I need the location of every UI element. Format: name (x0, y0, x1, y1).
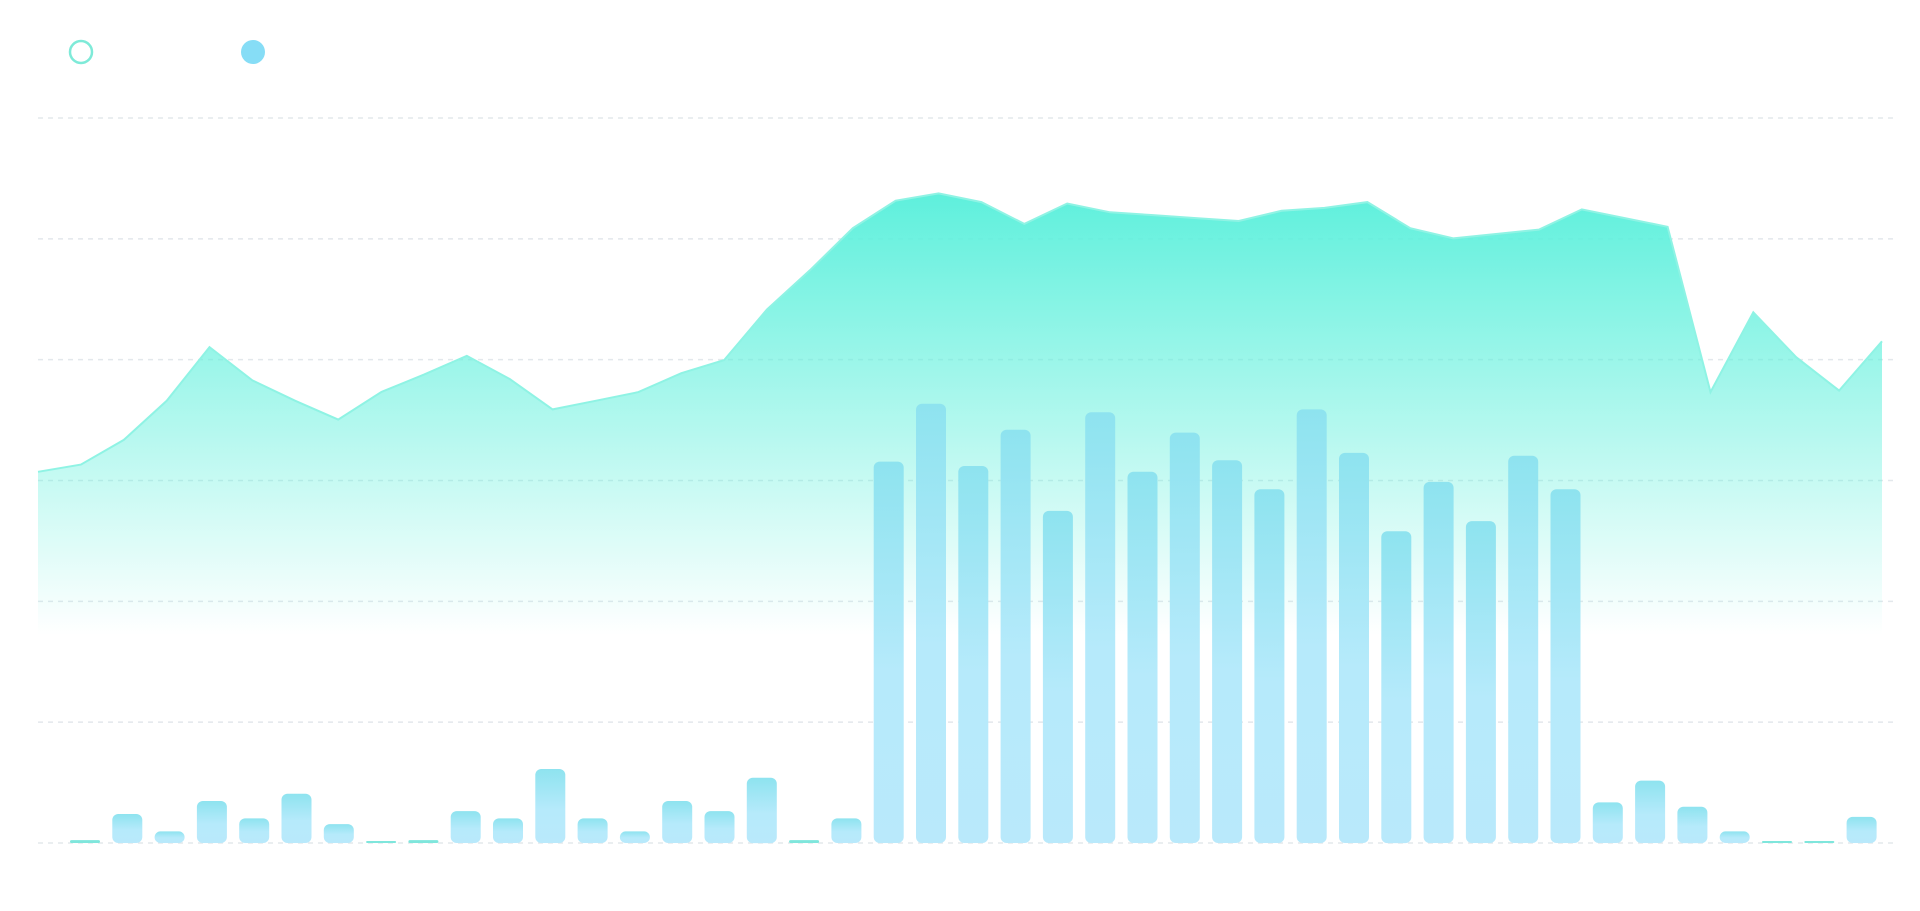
bar[interactable] (1254, 489, 1285, 843)
area-line (37, 192, 1883, 473)
bar[interactable] (789, 840, 820, 843)
bar[interactable] (366, 841, 397, 843)
bar[interactable] (323, 824, 354, 843)
bar[interactable] (112, 814, 143, 843)
bar[interactable] (1339, 452, 1369, 843)
area-series (37, 192, 1883, 635)
bar[interactable] (493, 818, 523, 843)
bar[interactable] (873, 461, 904, 843)
bar[interactable] (1423, 481, 1454, 843)
legend-marker-bar (241, 40, 265, 64)
bar[interactable] (831, 818, 862, 843)
bar[interactable] (450, 811, 481, 843)
legend-item-bar[interactable] (241, 40, 265, 64)
bar[interactable] (577, 818, 608, 843)
bar[interactable] (1085, 412, 1116, 843)
bar[interactable] (1127, 471, 1158, 843)
bar[interactable] (958, 466, 989, 843)
bar[interactable] (1804, 841, 1835, 843)
bar[interactable] (1169, 432, 1200, 843)
bar[interactable] (746, 777, 777, 844)
bar[interactable] (619, 831, 650, 843)
bar[interactable] (1508, 455, 1539, 843)
bar[interactable] (1296, 409, 1327, 843)
legend-marker-area (68, 39, 94, 65)
bar[interactable] (196, 801, 227, 843)
bar[interactable] (1846, 816, 1877, 843)
bar[interactable] (1381, 531, 1412, 844)
bar[interactable] (70, 840, 100, 843)
bar[interactable] (154, 831, 185, 843)
bar[interactable] (1465, 521, 1496, 843)
bar[interactable] (1762, 841, 1792, 843)
bar[interactable] (1719, 831, 1750, 843)
bar-series (70, 403, 1877, 844)
bar[interactable] (1635, 780, 1666, 843)
bar[interactable] (1000, 429, 1031, 843)
bar[interactable] (1550, 489, 1581, 843)
bar[interactable] (408, 840, 439, 843)
area-fill (38, 193, 1882, 635)
bar[interactable] (281, 793, 312, 843)
legend[interactable] (68, 39, 265, 65)
bar[interactable] (704, 811, 735, 843)
bar[interactable] (239, 818, 270, 843)
bar[interactable] (662, 801, 693, 843)
legend-item-area[interactable] (68, 39, 94, 65)
bar[interactable] (1042, 510, 1073, 843)
bar[interactable] (1677, 806, 1708, 844)
bar[interactable] (1592, 802, 1623, 843)
bar[interactable] (535, 769, 566, 843)
bar[interactable] (1212, 460, 1243, 843)
bar[interactable] (916, 403, 946, 843)
